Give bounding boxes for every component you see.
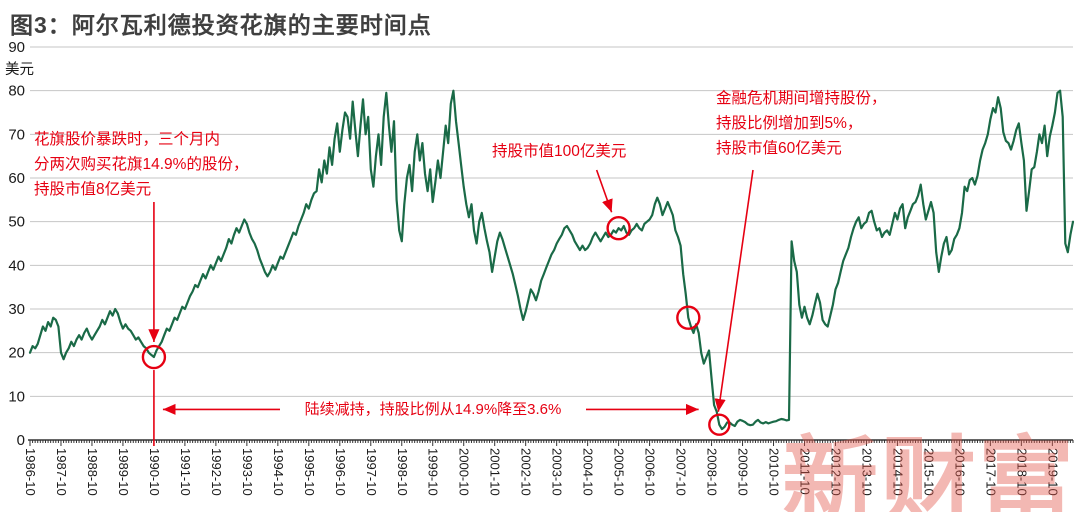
highlight-circle <box>606 216 631 241</box>
y-tick-label: 20 <box>8 345 25 362</box>
x-tick-label: 2008-10 <box>705 448 720 496</box>
annotation-crisis-increase: 金融危机期间增持股份， 持股比例增加到5%， 持股市值60亿美元 <box>716 86 887 161</box>
y-tick-label: 10 <box>8 388 25 405</box>
x-tick-label: 2016-10 <box>952 448 967 496</box>
x-tick-label: 2003-10 <box>550 448 565 496</box>
annotation-text-line: 持股市值60亿美元 <box>716 140 842 157</box>
x-tick-label: 2004-10 <box>581 448 596 496</box>
highlight-circle <box>676 305 701 330</box>
x-tick-label: 1986-10 <box>23 448 38 496</box>
annotation-text-line: 持股市值100亿美元 <box>492 143 627 160</box>
x-tick-label: 2015-10 <box>921 448 936 496</box>
highlight-circle <box>141 344 167 370</box>
x-tick-label: 2002-10 <box>519 448 534 496</box>
annotation-text-line: 分两次购买花旗14.9%的股份， <box>34 156 249 173</box>
y-tick-label: 90 <box>8 39 25 56</box>
y-tick-label: 30 <box>8 301 25 318</box>
x-tick-label: 2010-10 <box>767 448 782 496</box>
annotation-gradual-reduction: 陆续减持，持股比例从14.9%降至3.6% <box>283 399 583 421</box>
x-tick-label: 2019-10 <box>1045 448 1060 496</box>
x-tick-label: 1992-10 <box>209 448 224 496</box>
figure-title: 图3：阿尔瓦利德投资花旗的主要时间点 <box>10 12 432 38</box>
y-tick-label: 80 <box>8 83 25 100</box>
x-tick-label: 2018-10 <box>1014 448 1029 496</box>
annotation-first-purchase: 花旗股价暴跌时，三个月内 分两次购买花旗14.9%的股份， 持股市值8亿美元 <box>34 127 248 202</box>
x-tick-label: 1994-10 <box>271 448 286 496</box>
x-tick-label: 1987-10 <box>54 448 69 496</box>
annotation-text-line: 持股市值8亿美元 <box>34 181 152 198</box>
x-tick-label: 1998-10 <box>395 448 410 496</box>
x-tick-label: 1995-10 <box>302 448 317 496</box>
x-tick-label: 1989-10 <box>116 448 131 496</box>
y-tick-label: 40 <box>8 257 25 274</box>
annotation-text-line: 持股比例增加到5%， <box>716 115 863 132</box>
x-tick-label: 1996-10 <box>333 448 348 496</box>
annotation-holding-10b: 持股市值100亿美元 <box>492 139 626 164</box>
annotation-text-line: 花旗股价暴跌时，三个月内 <box>34 131 221 148</box>
x-tick-label: 2012-10 <box>828 448 843 496</box>
x-tick-label: 1997-10 <box>364 448 379 496</box>
y-tick-label: 50 <box>8 214 25 231</box>
y-tick-label: 70 <box>8 126 25 143</box>
x-tick-label: 1988-10 <box>85 448 100 496</box>
x-tick-label: 2013-10 <box>859 448 874 496</box>
annotation-arrow-crisis-increase <box>714 169 754 412</box>
watermark: 新财富 <box>782 429 1076 512</box>
x-tick-label: 1990-10 <box>147 448 162 496</box>
annotation-text-line: 陆续减持，持股比例从14.9%降至3.6% <box>304 401 562 418</box>
x-tick-label: 2001-10 <box>488 448 503 496</box>
x-tick-label: 1993-10 <box>240 448 255 496</box>
highlight-circle <box>708 413 731 436</box>
y-tick-label: 60 <box>8 170 25 187</box>
x-tick-label: 2017-10 <box>983 448 998 496</box>
x-tick-label: 2007-10 <box>674 448 689 496</box>
x-tick-label: 2014-10 <box>890 448 905 496</box>
price-line <box>28 89 1075 431</box>
x-tick-label: 2006-10 <box>643 448 658 496</box>
y-axis-unit-label: 美元 <box>5 61 34 78</box>
x-tick-label: 2009-10 <box>736 448 751 496</box>
x-tick-label: 2011-10 <box>798 448 813 495</box>
x-tick-label: 2005-10 <box>612 448 627 496</box>
annotation-text-line: 金融危机期间增持股份， <box>716 90 887 107</box>
x-tick-label: 1999-10 <box>426 448 441 496</box>
x-tick-label: 2000-10 <box>457 448 472 496</box>
annotation-arrow-holding-10b <box>595 169 613 213</box>
x-tick-label: 1991-10 <box>178 448 193 496</box>
y-tick-label: 0 <box>17 432 25 449</box>
